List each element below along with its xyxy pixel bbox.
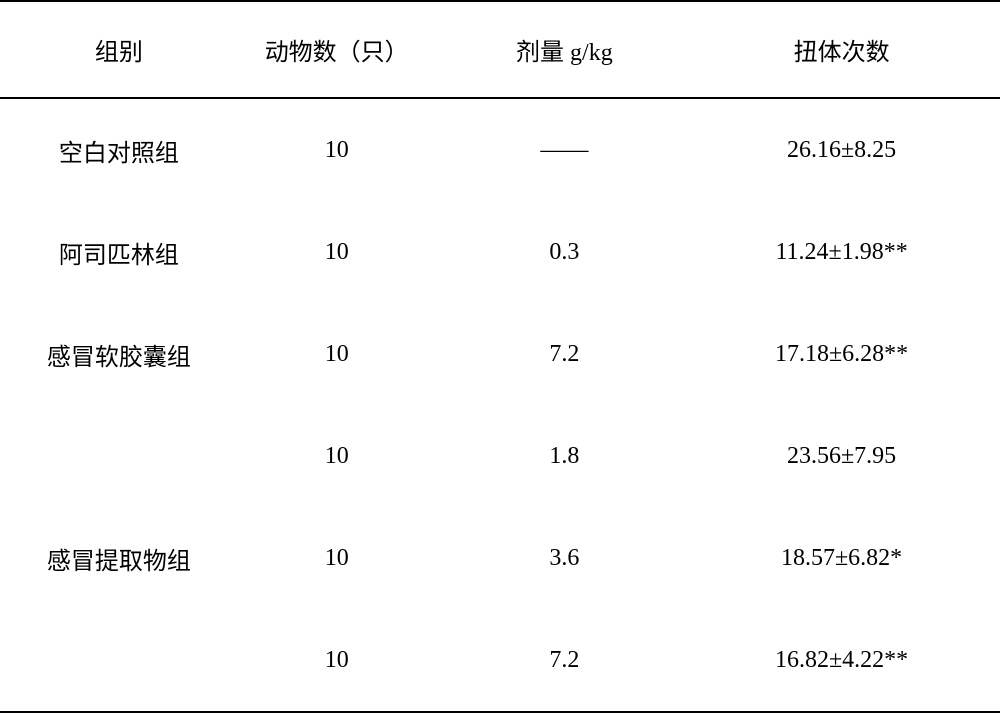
cell-dose: 3.6 bbox=[446, 545, 684, 572]
cell-writhe: 18.57±6.82* bbox=[683, 545, 1000, 572]
cell-dose: 0.3 bbox=[446, 239, 684, 266]
table-row: 感冒软胶囊组 10 7.2 17.18±6.28** bbox=[0, 303, 1000, 405]
col-header-dose: 剂量 g/kg bbox=[446, 32, 684, 67]
col-header-count: 动物数（只） bbox=[228, 32, 446, 67]
table-row: 空白对照组 10 —— 26.16±8.25 bbox=[0, 99, 1000, 201]
cell-writhe: 23.56±7.95 bbox=[683, 443, 1000, 470]
data-table: 组别 动物数（只） 剂量 g/kg 扭体次数 空白对照组 10 —— 26.16… bbox=[0, 0, 1000, 713]
table-row: 阿司匹林组 10 0.3 11.24±1.98** bbox=[0, 201, 1000, 303]
cell-group: 空白对照组 bbox=[0, 133, 228, 168]
cell-count: 10 bbox=[228, 443, 446, 470]
table-header-row: 组别 动物数（只） 剂量 g/kg 扭体次数 bbox=[0, 0, 1000, 99]
cell-count: 10 bbox=[228, 239, 446, 266]
cell-dose: 7.2 bbox=[446, 341, 684, 368]
col-header-writhe: 扭体次数 bbox=[683, 32, 1000, 67]
cell-count: 10 bbox=[228, 137, 446, 164]
cell-writhe: 16.82±4.22** bbox=[683, 647, 1000, 674]
table-row: 10 1.8 23.56±7.95 bbox=[0, 405, 1000, 507]
table-row: 感冒提取物组 10 3.6 18.57±6.82* bbox=[0, 507, 1000, 609]
cell-writhe: 17.18±6.28** bbox=[683, 341, 1000, 368]
col-header-group: 组别 bbox=[0, 32, 228, 67]
cell-group: 阿司匹林组 bbox=[0, 235, 228, 270]
cell-dose: 1.8 bbox=[446, 443, 684, 470]
cell-writhe: 26.16±8.25 bbox=[683, 137, 1000, 164]
cell-dose: 7.2 bbox=[446, 647, 684, 674]
cell-count: 10 bbox=[228, 545, 446, 572]
table-body: 空白对照组 10 —— 26.16±8.25 阿司匹林组 10 0.3 11.2… bbox=[0, 99, 1000, 713]
cell-count: 10 bbox=[228, 647, 446, 674]
cell-group: 感冒提取物组 bbox=[0, 541, 228, 576]
cell-dose: —— bbox=[446, 137, 684, 164]
cell-count: 10 bbox=[228, 341, 446, 368]
cell-writhe: 11.24±1.98** bbox=[683, 239, 1000, 266]
table-row: 10 7.2 16.82±4.22** bbox=[0, 609, 1000, 711]
cell-group: 感冒软胶囊组 bbox=[0, 337, 228, 372]
